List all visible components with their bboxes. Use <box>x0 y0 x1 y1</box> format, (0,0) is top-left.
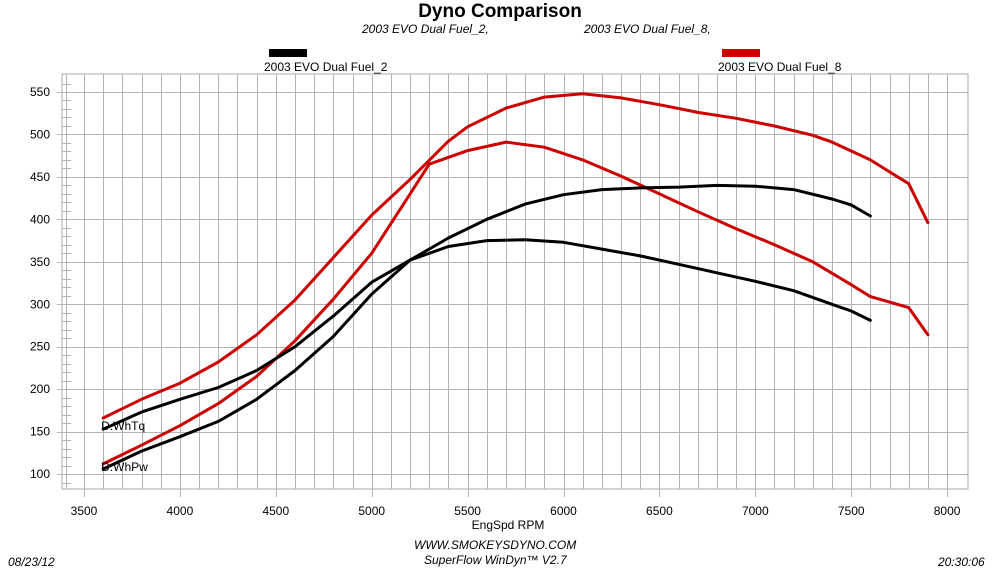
series-line-4 <box>101 183 872 471</box>
y-tick-label: 100 <box>30 467 50 481</box>
y-tick-label: 200 <box>30 382 50 396</box>
series-line-1 <box>101 92 930 420</box>
axes: 100 150 200 250 300 350 400 450 500 550 3500 4000 45… <box>30 74 961 532</box>
footer-date: 08/23/12 <box>8 555 55 569</box>
x-tick-label: 3500 <box>71 504 98 518</box>
y-tick-label: 450 <box>30 170 50 184</box>
footer-website: WWW.SMOKEYSDYNO.COM <box>414 538 577 552</box>
x-tick-label: 4000 <box>167 504 194 518</box>
grid <box>57 73 969 490</box>
x-tick-label: 6500 <box>646 504 673 518</box>
y-tick-label: 300 <box>30 297 50 311</box>
legend-label-run-1: 2003 EVO Dual Fuel_2 <box>264 60 388 74</box>
footer-time: 20:30:06 <box>938 555 985 569</box>
legend-label-run-2: 2003 EVO Dual Fuel_8 <box>718 60 842 74</box>
y-tick-label: 250 <box>30 340 50 354</box>
x-tick-label: 6000 <box>550 504 577 518</box>
x-tick-label: 4500 <box>262 504 289 518</box>
legend-swatch-run-2 <box>722 49 760 57</box>
series-lines <box>101 92 930 471</box>
y-tick-label: 150 <box>30 425 50 439</box>
series-line-2 <box>101 140 930 466</box>
x-tick-label: 8000 <box>934 504 961 518</box>
torque-curve-label: D.WhTq <box>101 419 145 433</box>
subtitle-run-2: 2003 EVO Dual Fuel_8, <box>584 22 711 36</box>
x-tick-label: 7000 <box>742 504 769 518</box>
chart-title: Dyno Comparison <box>418 1 582 22</box>
x-tick-label: 5500 <box>454 504 481 518</box>
curve-labels: D.WhTq D.WhPw <box>101 419 148 474</box>
y-tick-label: 550 <box>30 85 50 99</box>
x-tick-label: 5000 <box>358 504 385 518</box>
y-tick-label: 400 <box>30 212 50 226</box>
series-line-3 <box>101 238 872 431</box>
footer-software: SuperFlow WinDyn™ V2.7 <box>424 553 567 567</box>
legend-swatch-run-1 <box>269 49 307 57</box>
y-tick-label: 350 <box>30 255 50 269</box>
power-curve-label: D.WhPw <box>101 460 148 474</box>
y-tick-label: 500 <box>30 127 50 141</box>
subtitle-run-1: 2003 EVO Dual Fuel_2, <box>362 22 489 36</box>
x-axis-label: EngSpd RPM <box>472 518 545 532</box>
x-tick-label: 7500 <box>838 504 865 518</box>
